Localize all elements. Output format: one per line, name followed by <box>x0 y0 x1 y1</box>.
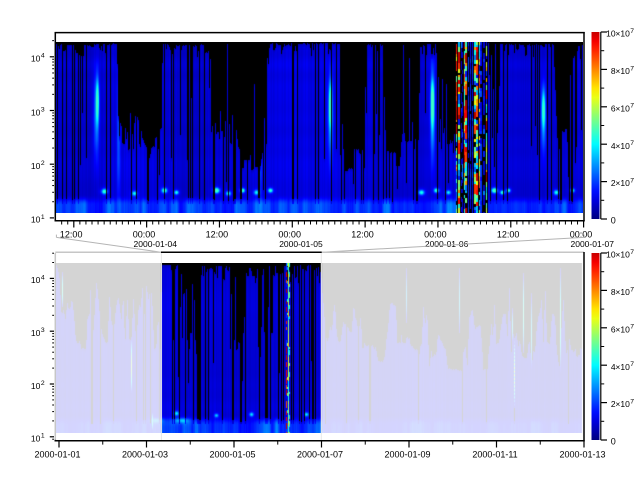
svg-text:×10: ×10 <box>615 103 630 113</box>
svg-text:3: 3 <box>41 106 45 113</box>
svg-text:2000-01-05: 2000-01-05 <box>279 239 323 249</box>
svg-text:10: 10 <box>31 275 41 285</box>
svg-text:×10: ×10 <box>615 324 630 334</box>
svg-text:10: 10 <box>31 107 41 117</box>
svg-text:0: 0 <box>611 437 616 447</box>
svg-text:2000-01-05: 2000-01-05 <box>209 449 255 459</box>
svg-text:7: 7 <box>630 28 634 35</box>
svg-text:×10: ×10 <box>615 141 630 151</box>
svg-text:×10: ×10 <box>615 287 630 297</box>
svg-text:2: 2 <box>41 160 45 167</box>
svg-text:1: 1 <box>41 214 45 221</box>
svg-text:×10: ×10 <box>615 362 630 372</box>
svg-text:10: 10 <box>31 434 41 444</box>
svg-text:8: 8 <box>611 287 616 297</box>
svg-text:6: 6 <box>611 324 616 334</box>
svg-text:7: 7 <box>630 399 634 406</box>
svg-text:7: 7 <box>630 324 634 331</box>
svg-text:6: 6 <box>611 103 616 113</box>
svg-text:2: 2 <box>41 380 45 387</box>
svg-text:7: 7 <box>630 249 634 256</box>
svg-text:10: 10 <box>606 250 616 260</box>
svg-text:12:00: 12:00 <box>497 230 520 240</box>
svg-text:12:00: 12:00 <box>351 230 374 240</box>
svg-text:4: 4 <box>611 141 616 151</box>
svg-text:7: 7 <box>630 286 634 293</box>
svg-text:2000-01-07: 2000-01-07 <box>571 239 615 249</box>
svg-text:12:00: 12:00 <box>60 230 83 240</box>
svg-text:2000-01-03: 2000-01-03 <box>122 449 168 459</box>
svg-text:00:00: 00:00 <box>133 230 156 240</box>
svg-text:10: 10 <box>31 381 41 391</box>
svg-text:00:00: 00:00 <box>278 230 301 240</box>
svg-text:2000-01-09: 2000-01-09 <box>384 449 430 459</box>
svg-text:4: 4 <box>41 53 45 60</box>
svg-text:2000-01-11: 2000-01-11 <box>472 449 517 459</box>
svg-text:7: 7 <box>630 178 634 185</box>
svg-text:2000-01-01: 2000-01-01 <box>34 449 80 459</box>
svg-text:2: 2 <box>611 178 616 188</box>
svg-text:×10: ×10 <box>615 178 630 188</box>
svg-text:00:00: 00:00 <box>424 230 447 240</box>
svg-text:1: 1 <box>41 433 45 440</box>
svg-text:×10: ×10 <box>615 29 630 39</box>
svg-text:10: 10 <box>31 54 41 64</box>
svg-text:×10: ×10 <box>615 250 630 260</box>
svg-text:2: 2 <box>611 399 616 409</box>
svg-text:2000-01-04: 2000-01-04 <box>134 239 178 249</box>
svg-text:×10: ×10 <box>615 66 630 76</box>
svg-text:4: 4 <box>41 274 45 281</box>
svg-text:×10: ×10 <box>615 399 630 409</box>
svg-text:10: 10 <box>31 328 41 338</box>
svg-text:2000-01-07: 2000-01-07 <box>297 449 343 459</box>
svg-text:8: 8 <box>611 66 616 76</box>
svg-text:4: 4 <box>611 362 616 372</box>
svg-text:10: 10 <box>606 29 616 39</box>
svg-text:3: 3 <box>41 327 45 334</box>
svg-text:7: 7 <box>630 140 634 147</box>
svg-text:7: 7 <box>630 103 634 110</box>
svg-text:00:00: 00:00 <box>570 230 593 240</box>
svg-text:12:00: 12:00 <box>206 230 229 240</box>
svg-text:7: 7 <box>630 361 634 368</box>
svg-text:7: 7 <box>630 65 634 72</box>
svg-text:0: 0 <box>611 216 616 226</box>
svg-text:2000-01-06: 2000-01-06 <box>425 239 469 249</box>
svg-text:10: 10 <box>31 161 41 171</box>
svg-text:10: 10 <box>31 215 41 225</box>
svg-text:2000-01-13: 2000-01-13 <box>559 449 605 459</box>
